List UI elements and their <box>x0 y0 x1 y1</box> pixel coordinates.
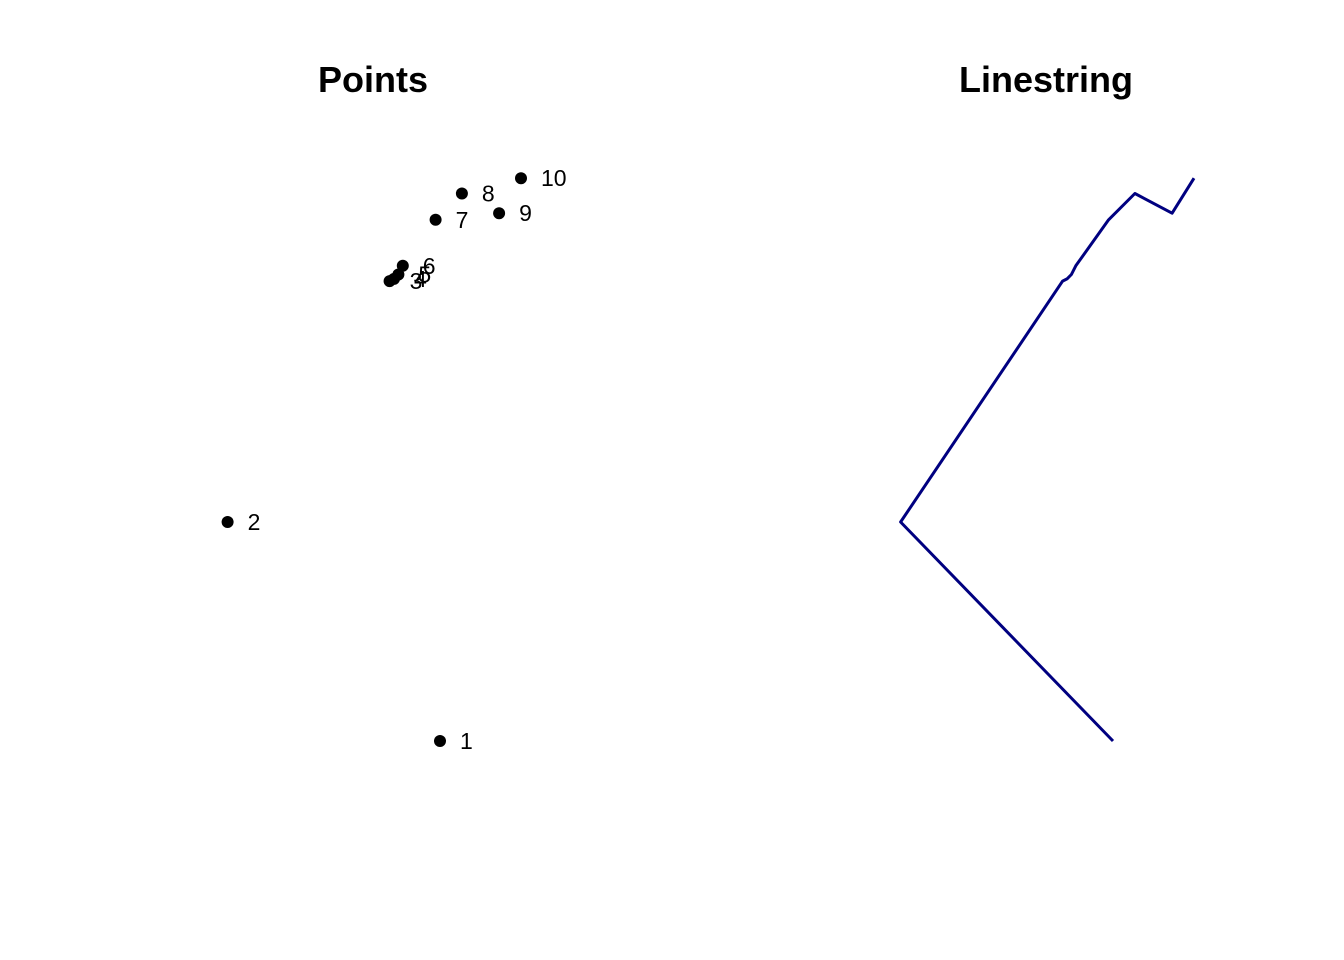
point-label-4: 4 <box>414 266 427 292</box>
point-label-5: 5 <box>418 262 431 288</box>
point-marker-8 <box>455 187 468 200</box>
point-marker-7 <box>429 213 442 226</box>
point-label-1: 1 <box>460 728 473 754</box>
linestring-marks <box>899 177 1196 743</box>
linestring-panel-title: Linestring <box>959 59 1133 100</box>
point-label-8: 8 <box>482 181 495 207</box>
point-marker-9 <box>493 207 506 220</box>
point-marker-6 <box>396 259 409 272</box>
point-marker-10 <box>515 172 527 185</box>
point-label-6: 6 <box>423 253 436 279</box>
point-label-7: 7 <box>456 207 469 233</box>
point-label-3: 3 <box>410 268 423 294</box>
points-panel-title: Points <box>318 59 428 100</box>
point-marker-2 <box>221 516 234 528</box>
linestring-path <box>899 177 1196 743</box>
point-marker-1 <box>434 735 446 747</box>
point-label-9: 9 <box>519 200 532 226</box>
point-label-2: 2 <box>248 509 261 535</box>
point-label-10: 10 <box>541 165 567 191</box>
linestring-panel: Linestring <box>899 59 1196 743</box>
